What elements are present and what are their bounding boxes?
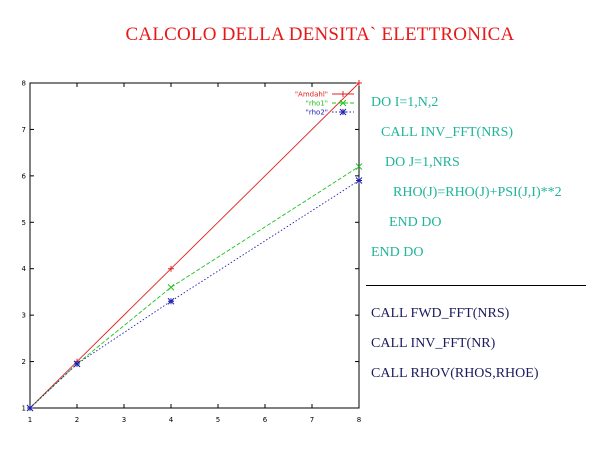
data-point	[167, 283, 175, 291]
x-tick-label: 2	[75, 416, 79, 424]
x-tick-label: 1	[28, 416, 32, 424]
code-line: CALL FWD_FFT(NRS)	[371, 306, 510, 321]
plot-frame	[29, 82, 360, 409]
x-tick-label: 3	[122, 416, 126, 424]
data-point	[73, 360, 81, 368]
legend-marker	[339, 99, 347, 107]
data-point	[167, 297, 175, 305]
y-tick-label: 1	[22, 405, 26, 413]
data-point	[355, 163, 363, 170]
legend-label: "rho1"	[306, 100, 328, 108]
y-tick-label: 5	[22, 219, 26, 227]
legend-label: "Amdahl"	[295, 91, 328, 99]
code-line: CALL RHOV(RHOS,RHOE)	[371, 366, 539, 381]
x-tick-label: 8	[357, 416, 361, 424]
series-line	[29, 82, 360, 409]
y-tick-label: 3	[22, 312, 26, 320]
x-tick-label: 7	[310, 416, 314, 424]
x-tick-label: 6	[263, 416, 268, 424]
y-tick-label: 6	[22, 172, 27, 180]
code-line: END DO	[371, 245, 424, 260]
series-line	[29, 180, 360, 409]
code-line: DO I=1,N,2	[371, 95, 439, 110]
data-point	[26, 404, 34, 412]
code-line: END DO	[389, 215, 442, 230]
y-tick-label: 8	[22, 80, 26, 88]
data-point	[168, 265, 174, 272]
y-tick-label: 4	[22, 265, 27, 273]
code-line: DO J=1,NRS	[385, 155, 460, 170]
series-line	[29, 166, 360, 409]
legend-marker	[340, 91, 346, 97]
y-tick-label: 7	[22, 126, 26, 134]
legend-marker	[339, 108, 347, 116]
legend-label: "rho2"	[306, 109, 328, 117]
code-line: CALL INV_FFT(NRS)	[381, 125, 514, 140]
code-line: RHO(J)=RHO(J)+PSI(J,I)**2	[393, 185, 562, 200]
x-tick-label: 4	[169, 416, 174, 424]
slide-title: CALCOLO DELLA DENSITA` ELETTRONICA	[125, 24, 515, 45]
data-point	[356, 80, 362, 86]
y-tick-label: 2	[22, 358, 26, 366]
code-line: CALL INV_FFT(NR)	[371, 336, 496, 351]
x-tick-label: 5	[216, 416, 220, 424]
separator-line	[366, 285, 586, 286]
data-point	[355, 177, 363, 184]
